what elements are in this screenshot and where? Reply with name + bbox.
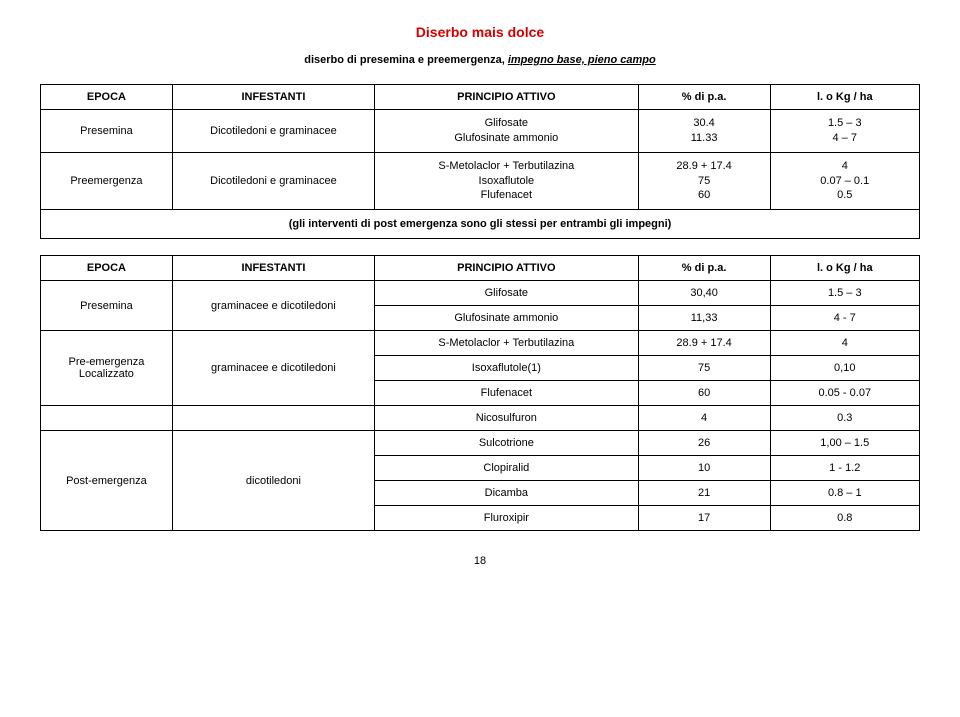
cell-pa: 21: [638, 481, 770, 506]
cell-principio: Glifosate: [375, 281, 639, 306]
cell-kg: 4 - 7: [770, 306, 919, 331]
cell-kg: 0.8: [770, 506, 919, 531]
cell-principio: Fluroxipir: [375, 506, 639, 531]
cell-principio: Glufosinate ammonio: [375, 306, 639, 331]
table-row: Nicosulfuron40.3: [41, 406, 920, 431]
col-infest: INFESTANTI: [172, 85, 374, 110]
cell-pa: 60: [638, 381, 770, 406]
table-row: Preseminagraminacee e dicotiledoniGlifos…: [41, 281, 920, 306]
cell-pa: 4: [638, 406, 770, 431]
cell-kg: 0.3: [770, 406, 919, 431]
cell-epoca: Pre-emergenza Localizzato: [41, 331, 173, 406]
cell-kg: 1,00 – 1.5: [770, 431, 919, 456]
cell-infestanti: graminacee e dicotiledoni: [172, 281, 374, 331]
cell-kg: 4: [770, 331, 919, 356]
cell-pa: 10: [638, 456, 770, 481]
table-row: Pre-emergenza Localizzatograminacee e di…: [41, 331, 920, 356]
page-title: Diserbo mais dolce: [40, 24, 920, 40]
cell-pa: 28.9 + 17.47560: [638, 152, 770, 210]
cell-epoca: Presemina: [41, 110, 173, 153]
col-infest: INFESTANTI: [172, 256, 374, 281]
cell-kg: 40.07 – 0.10.5: [770, 152, 919, 210]
col-epoca: EPOCA: [41, 256, 173, 281]
subtitle-plain: diserbo di presemina e preemergenza,: [304, 54, 505, 66]
cell-principio: Sulcotrione: [375, 431, 639, 456]
cell-infestanti: graminacee e dicotiledoni: [172, 331, 374, 406]
cell-pa: 17: [638, 506, 770, 531]
cell-principio: Nicosulfuron: [375, 406, 639, 431]
cell-kg: 1.5 – 34 – 7: [770, 110, 919, 153]
table-row: Post-emergenzadicotiledoniSulcotrione261…: [41, 431, 920, 456]
col-kg: l. o Kg / ha: [770, 85, 919, 110]
cell-pa: 30.411.33: [638, 110, 770, 153]
table-row: PreemergenzaDicotiledoni e graminaceeS-M…: [41, 152, 920, 210]
table-row: PreseminaDicotiledoni e graminaceeGlifos…: [41, 110, 920, 153]
cell-principio: Dicamba: [375, 481, 639, 506]
cell-principio: S-Metolaclor + TerbutilazinaIsoxaflutole…: [375, 152, 639, 210]
cell-epoca: Presemina: [41, 281, 173, 331]
table-note: (gli interventi di post emergenza sono g…: [41, 210, 920, 239]
cell-kg: 0.05 - 0.07: [770, 381, 919, 406]
cell-pa: 26: [638, 431, 770, 456]
cell-principio: Isoxaflutole(1): [375, 356, 639, 381]
table-header-row: EPOCA INFESTANTI PRINCIPIO ATTIVO % di p…: [41, 85, 920, 110]
cell-principio: Flufenacet: [375, 381, 639, 406]
cell-infestanti: dicotiledoni: [172, 431, 374, 531]
cell-epoca: Preemergenza: [41, 152, 173, 210]
col-epoca: EPOCA: [41, 85, 173, 110]
cell-kg: 0,10: [770, 356, 919, 381]
cell-pa: 11,33: [638, 306, 770, 331]
table-note-row: (gli interventi di post emergenza sono g…: [41, 210, 920, 239]
page-subtitle: diserbo di presemina e preemergenza, imp…: [40, 54, 920, 66]
col-princ: PRINCIPIO ATTIVO: [375, 85, 639, 110]
cell-pa: 30,40: [638, 281, 770, 306]
cell-infestanti: Dicotiledoni e graminacee: [172, 110, 374, 153]
col-kg: l. o Kg / ha: [770, 256, 919, 281]
cell-principio: S-Metolaclor + Terbutilazina: [375, 331, 639, 356]
cell-pa: 28.9 + 17.4: [638, 331, 770, 356]
cell-pa: 75: [638, 356, 770, 381]
cell-kg: 0.8 – 1: [770, 481, 919, 506]
subtitle-italic: impegno base, pieno campo: [508, 54, 656, 66]
table-2: EPOCA INFESTANTI PRINCIPIO ATTIVO % di p…: [40, 255, 920, 531]
cell-kg: 1 - 1.2: [770, 456, 919, 481]
cell-principio: Clopiralid: [375, 456, 639, 481]
col-princ: PRINCIPIO ATTIVO: [375, 256, 639, 281]
cell-kg: 1.5 – 3: [770, 281, 919, 306]
cell-epoca: [41, 406, 173, 431]
table-header-row: EPOCA INFESTANTI PRINCIPIO ATTIVO % di p…: [41, 256, 920, 281]
cell-principio: GlifosateGlufosinate ammonio: [375, 110, 639, 153]
table-1: EPOCA INFESTANTI PRINCIPIO ATTIVO % di p…: [40, 84, 920, 239]
cell-infestanti: Dicotiledoni e graminacee: [172, 152, 374, 210]
page-number: 18: [40, 555, 920, 567]
col-pa: % di p.a.: [638, 85, 770, 110]
col-pa: % di p.a.: [638, 256, 770, 281]
cell-epoca: Post-emergenza: [41, 431, 173, 531]
cell-infestanti: [172, 406, 374, 431]
